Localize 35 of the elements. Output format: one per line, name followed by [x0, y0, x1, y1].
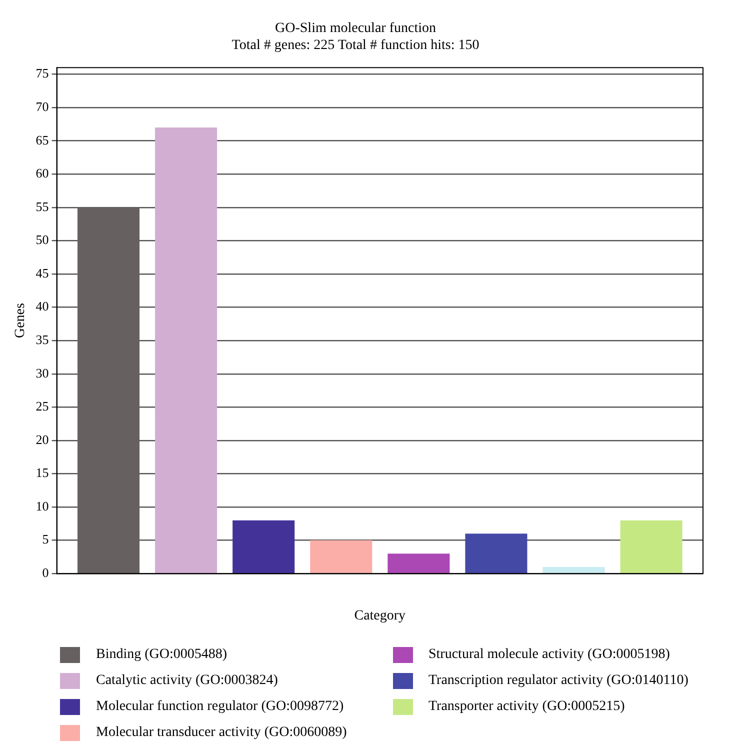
bar	[155, 128, 218, 573]
y-tick-label: 5	[42, 532, 49, 547]
y-tick-label: 15	[36, 465, 49, 480]
y-tick-label: 25	[36, 398, 49, 414]
y-tick-label: 75	[36, 66, 49, 81]
y-axis-title: Genes	[13, 303, 28, 338]
y-tick-label: 10	[36, 498, 49, 514]
bar	[232, 520, 295, 573]
bar	[310, 540, 372, 573]
y-tick-label: 70	[36, 98, 49, 114]
legend-label: Binding (GO:0005488)	[96, 647, 228, 663]
bar	[542, 566, 605, 573]
y-tick-label: 20	[36, 432, 49, 447]
legend-label: Molecular transducer activity (GO:0060089)	[96, 725, 347, 741]
y-tick-label: 55	[36, 198, 49, 214]
y-tick-label: 40	[36, 298, 49, 314]
chart-title: GO-Slim molecular function	[275, 21, 436, 36]
y-tick-label: 65	[36, 132, 49, 148]
y-tick-label: 60	[36, 166, 49, 181]
bar	[465, 534, 528, 573]
legend-label: Transporter activity (GO:0005215)	[428, 699, 625, 715]
y-tick-label: 50	[36, 232, 49, 248]
legend-label: Catalytic activity (GO:0003824)	[96, 673, 278, 689]
bar	[388, 554, 450, 573]
y-tick-label: 0	[42, 565, 49, 580]
legend-label: Molecular function regulator (GO:0098772)	[96, 699, 344, 715]
bar	[77, 207, 140, 573]
legend-label: Transcription regulator activity (GO:0140110)	[428, 673, 688, 689]
chart-subtitle: Total # genes: 225 Total # function hits: 150	[232, 38, 480, 53]
y-tick-label: 30	[36, 365, 49, 380]
bar	[620, 520, 682, 573]
y-tick-label: 35	[36, 332, 49, 347]
x-axis-title: Category	[354, 608, 406, 624]
y-tick-label: 45	[36, 265, 49, 280]
legend-label: Structural molecule activity (GO:0005198)	[428, 647, 670, 663]
